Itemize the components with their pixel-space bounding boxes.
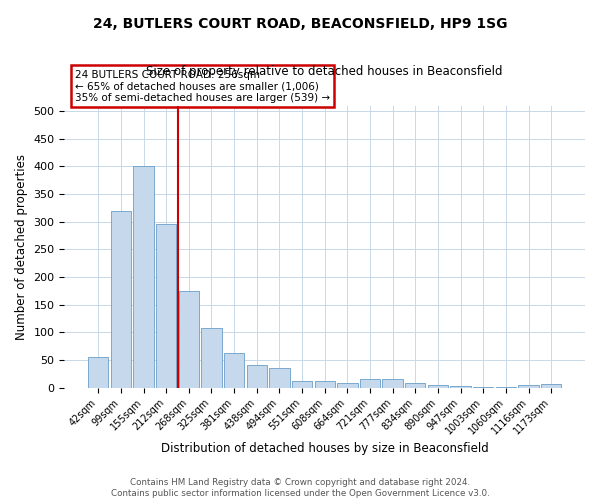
- X-axis label: Distribution of detached houses by size in Beaconsfield: Distribution of detached houses by size …: [161, 442, 488, 455]
- Bar: [156, 224, 176, 388]
- Bar: [451, 386, 471, 388]
- Bar: [541, 384, 562, 388]
- Text: 24, BUTLERS COURT ROAD, BEACONSFIELD, HP9 1SG: 24, BUTLERS COURT ROAD, BEACONSFIELD, HP…: [93, 18, 507, 32]
- Bar: [269, 368, 290, 388]
- Bar: [179, 291, 199, 388]
- Bar: [314, 381, 335, 388]
- Title: Size of property relative to detached houses in Beaconsfield: Size of property relative to detached ho…: [146, 65, 503, 78]
- Bar: [247, 366, 267, 388]
- Text: Contains HM Land Registry data © Crown copyright and database right 2024.
Contai: Contains HM Land Registry data © Crown c…: [110, 478, 490, 498]
- Bar: [405, 382, 425, 388]
- Bar: [382, 378, 403, 388]
- Text: 24 BUTLERS COURT ROAD: 256sqm
← 65% of detached houses are smaller (1,006)
35% o: 24 BUTLERS COURT ROAD: 256sqm ← 65% of d…: [75, 70, 330, 102]
- Bar: [496, 387, 516, 388]
- Bar: [201, 328, 221, 388]
- Bar: [337, 383, 358, 388]
- Bar: [428, 385, 448, 388]
- Bar: [292, 381, 312, 388]
- Bar: [473, 387, 493, 388]
- Bar: [224, 352, 244, 388]
- Bar: [111, 210, 131, 388]
- Bar: [88, 357, 109, 388]
- Bar: [133, 166, 154, 388]
- Y-axis label: Number of detached properties: Number of detached properties: [15, 154, 28, 340]
- Bar: [518, 386, 539, 388]
- Bar: [360, 378, 380, 388]
